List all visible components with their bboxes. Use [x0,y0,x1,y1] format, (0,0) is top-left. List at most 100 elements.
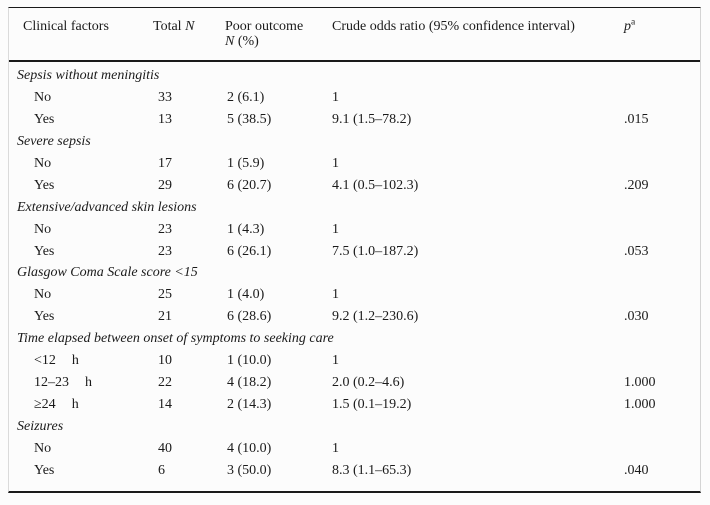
category-label: Seizures [17,419,64,434]
total-n-cell: 14 [158,397,172,413]
table-row: <12 h 10 1 (10.0) 1 [9,350,700,372]
odds-ratio-cell: 1 [332,155,339,171]
factor-level-label: Yes [34,243,55,259]
table-row-category: Extensive/advanced skin lesions [9,197,700,219]
p-value-cell [624,438,700,460]
factor-level-cell: 12–23 h [23,372,153,394]
column-header-p-value: pa [624,17,700,34]
p-value-cell [624,284,700,306]
p-value-cell: 1.000 [624,375,656,391]
category-label: Sepsis without meningitis [17,68,160,83]
table-row: No 23 1 (4.3) 1 [9,219,700,241]
factor-level-label: No [34,287,52,303]
odds-ratio-cell: 1 [332,440,339,456]
factor-level-label: <12 [34,353,56,369]
column-header-poor-outcome: Poor outcome N (%) [225,19,332,49]
p-value-cell [624,219,700,241]
poor-outcome-cell: 1 (5.9) [227,155,265,171]
poor-outcome-cell: 2 (6.1) [227,89,265,105]
factor-level-cell: <12 h [23,350,153,372]
table-body: Sepsis without meningitis No 33 2 (6.1) … [9,62,700,482]
factor-level-cell: Yes [23,175,153,197]
table-row-category: Sepsis without meningitis [9,65,700,87]
factor-level-label: Yes [34,462,55,478]
table-row: ≥24 h 14 2 (14.3) 1.5 (0.1–19.2) 1.000 [9,394,700,416]
category-label: Severe sepsis [17,133,91,149]
table-row: No 33 2 (6.1) 1 [9,87,700,109]
column-header-label: (%) [234,34,259,49]
odds-ratio-cell: 7.5 (1.0–187.2) [332,243,419,259]
factor-level-cell: No [23,284,153,306]
table-row: Yes 6 3 (50.0) 8.3 (1.1–65.3) .040 [9,460,700,482]
odds-ratio-cell: 4.1 (0.5–102.3) [332,177,419,193]
total-n-cell: 21 [158,309,172,325]
category-label: Glasgow Coma Scale score <15 [17,265,198,281]
column-header-label: Poor outcome [225,19,304,34]
factor-level-label: 12–23 [34,375,69,391]
category-label: Extensive/advanced skin lesions [17,199,197,215]
poor-outcome-cell: 6 (28.6) [227,309,272,325]
factor-level-cell: ≥24 h [23,394,153,416]
factor-level-unit: h [71,353,79,369]
category-label: Time elapsed between onset of symptoms t… [17,331,334,347]
p-value-cell: 1.000 [624,397,656,413]
odds-ratio-cell: 1 [332,89,339,105]
table-row-category: Seizures [9,416,700,438]
odds-ratio-cell: 9.2 (1.2–230.6) [332,309,419,325]
factor-level-cell: No [23,87,153,109]
table-row: No 17 1 (5.9) 1 [9,153,700,175]
total-n-cell: 29 [158,177,172,193]
factor-level-unit: h [85,375,92,391]
p-value-cell: .040 [624,462,649,478]
column-header-label-italic: p [624,19,631,34]
p-value-cell: .015 [624,111,649,127]
footnote-marker: a [631,17,636,28]
odds-ratio-cell: 1 [332,287,339,303]
table-row-category: Glasgow Coma Scale score <15 [9,262,700,284]
odds-ratio-cell: 8.3 (1.1–65.3) [332,462,412,478]
table-row: Yes 23 6 (26.1) 7.5 (1.0–187.2) .053 [9,241,700,263]
odds-ratio-cell: 1.5 (0.1–19.2) [332,397,412,413]
p-value-cell [624,87,700,109]
column-header-label-italic: N [225,34,235,49]
total-n-cell: 10 [158,353,172,369]
poor-outcome-cell: 1 (4.3) [227,221,265,237]
factor-level-label: No [34,440,52,456]
factor-level-cell: Yes [23,306,153,328]
column-header-label: Crude odds ratio (95% confidence interva… [332,19,575,34]
total-n-cell: 22 [158,375,172,391]
table-row: No 40 4 (10.0) 1 [9,438,700,460]
p-value-cell: .209 [624,177,649,193]
factor-level-label: No [34,221,52,237]
poor-outcome-cell: 5 (38.5) [227,111,272,127]
odds-ratio-cell: 9.1 (1.5–78.2) [332,111,412,127]
p-value-cell: .053 [624,243,649,259]
poor-outcome-cell: 4 (18.2) [227,375,272,391]
p-value-cell [624,153,700,175]
factor-level-cell: No [23,153,153,175]
total-n-cell: 6 [158,462,165,478]
column-header-label: Total [153,19,186,34]
poor-outcome-cell: 1 (10.0) [227,353,272,369]
table-header-row: Clinical factors Total N Poor outcome N (… [9,8,700,62]
column-header-clinical-factors: Clinical factors [23,19,153,34]
factor-level-unit: h [71,397,79,413]
odds-ratio-cell: 2.0 (0.2–4.6) [332,375,405,391]
odds-ratio-cell: 1 [332,221,339,237]
factor-level-label: No [34,155,52,171]
table-row: No 25 1 (4.0) 1 [9,284,700,306]
poor-outcome-cell: 2 (14.3) [227,397,272,413]
poor-outcome-cell: 1 (4.0) [227,287,265,303]
total-n-cell: 17 [158,155,172,171]
table-row: Yes 29 6 (20.7) 4.1 (0.5–102.3) .209 [9,175,700,197]
total-n-cell: 23 [158,221,172,237]
column-header-label: Clinical factors [23,19,109,34]
total-n-cell: 23 [158,243,172,259]
factor-level-cell: Yes [23,460,153,482]
p-value-cell: .030 [624,309,649,325]
table-row: Yes 13 5 (38.5) 9.1 (1.5–78.2) .015 [9,109,700,131]
table-row-category: Severe sepsis [9,131,700,153]
table-row: Yes 21 6 (28.6) 9.2 (1.2–230.6) .030 [9,306,700,328]
clinical-factors-table: Clinical factors Total N Poor outcome N (… [8,7,701,493]
total-n-cell: 33 [158,89,172,105]
